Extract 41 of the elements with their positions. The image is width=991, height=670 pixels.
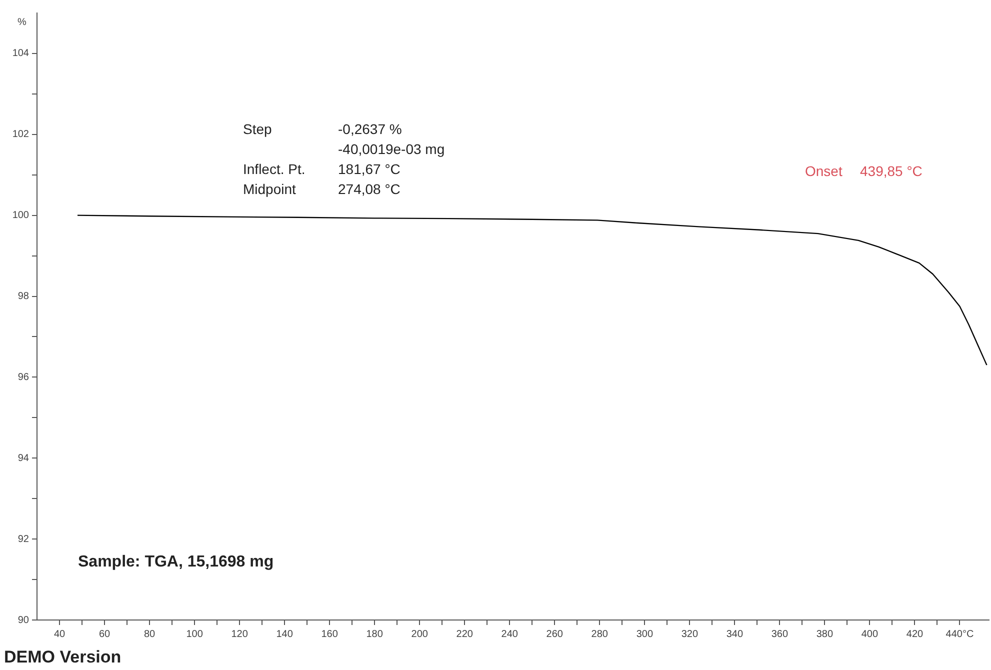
annotation: Midpoint [243,180,296,197]
x-tick-label: 380 [816,628,834,640]
x-tick-label: 160 [321,628,338,640]
x-tick-label: 240 [501,628,518,640]
x-tick-label: 400 [861,628,878,640]
x-tick-label: 140 [276,628,294,640]
y-tick-label: 98 [18,291,30,302]
y-tick-label: 92 [18,534,30,545]
x-tick-label: 340 [726,628,744,640]
annotation: Onset [805,162,842,179]
annotation: 439,85 °C [860,162,922,179]
y-tick-label: 100 [12,210,30,222]
y-tick-label: 90 [18,614,30,626]
x-tick-label: 120 [231,628,248,640]
x-tick-label: 100 [186,628,204,640]
annotation: Sample: TGA, 15,1698 mg [78,553,274,570]
x-tick-label: 80 [144,628,156,640]
x-tick-label: 60 [98,628,111,640]
x-tick-label: 300 [636,628,654,640]
y-axis-title: % [18,16,27,28]
x-tick-label: 180 [366,628,384,640]
x-tick-label: 320 [681,628,698,640]
x-tick-label: 280 [591,628,608,640]
x-tick-label: 260 [546,628,564,640]
x-tick-label: 420 [906,628,924,640]
y-tick-label: 96 [18,372,30,383]
x-tick-label: 440°C [946,628,974,640]
annotation: Step [243,120,272,137]
x-tick-label: 40 [54,628,66,640]
annotation: -0,2637 % [338,120,402,137]
x-tick-label: 220 [456,628,474,640]
annotation: 274,08 °C [338,180,400,197]
y-tick-label: 102 [12,129,30,140]
x-tick-label: 360 [771,628,788,640]
annotation: Inflect. Pt. [243,160,306,177]
annotation: 181,67 °C [338,160,400,177]
text: DEMO Version [4,648,122,667]
y-tick-label: 94 [18,452,30,464]
y-tick-label: 104 [12,48,30,60]
x-tick-label: 200 [411,628,428,640]
annotation: -40,0019e-03 mg [338,140,445,157]
